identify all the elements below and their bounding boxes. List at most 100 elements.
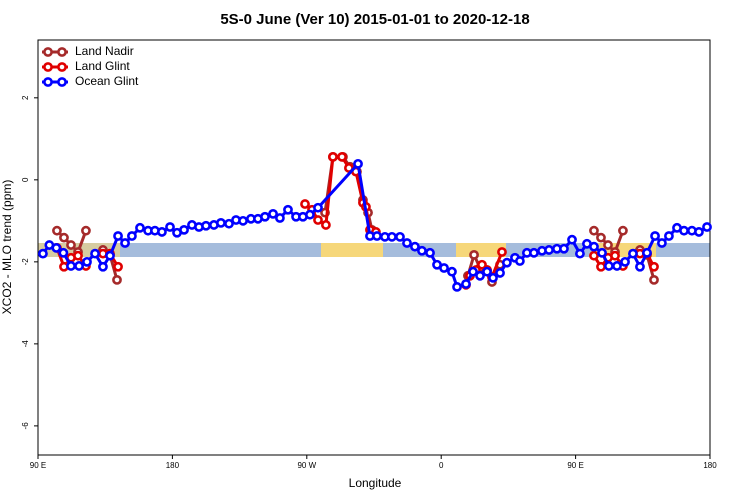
point xyxy=(529,247,539,258)
point xyxy=(514,256,525,266)
point xyxy=(201,220,211,231)
point xyxy=(628,248,638,259)
point xyxy=(618,225,628,236)
chart-title: 5S-0 June (Ver 10) 2015-01-01 to 2020-12… xyxy=(220,11,529,28)
point xyxy=(113,261,123,272)
point xyxy=(74,261,84,271)
point xyxy=(157,227,167,237)
point xyxy=(216,217,226,228)
x-tick-label: 0 xyxy=(439,461,444,470)
point xyxy=(372,231,382,241)
x-tick-label: 180 xyxy=(166,461,180,470)
x-tick-label: 90 E xyxy=(30,461,46,470)
point xyxy=(679,225,689,236)
point xyxy=(461,279,471,289)
point xyxy=(612,261,622,271)
point xyxy=(395,231,405,242)
point xyxy=(610,250,620,261)
point xyxy=(337,151,347,162)
point xyxy=(425,247,435,258)
point xyxy=(305,209,315,220)
x-axis-label: Longitude xyxy=(349,476,402,490)
point xyxy=(66,261,76,271)
point xyxy=(603,240,613,250)
point xyxy=(468,266,478,277)
point xyxy=(321,220,331,230)
legend-marker xyxy=(57,77,67,87)
point xyxy=(300,199,310,209)
point xyxy=(313,202,323,213)
point xyxy=(105,250,115,261)
point xyxy=(589,250,599,261)
point xyxy=(402,238,412,248)
point xyxy=(502,257,512,268)
point xyxy=(313,215,323,225)
legend-marker xyxy=(57,47,67,57)
point xyxy=(482,266,492,277)
point xyxy=(38,248,48,259)
band-land xyxy=(321,243,383,257)
point xyxy=(589,241,599,252)
point xyxy=(410,241,420,252)
point xyxy=(387,231,397,242)
y-tick-label: -2 xyxy=(21,258,30,266)
point xyxy=(179,224,189,235)
point xyxy=(90,248,100,259)
point xyxy=(165,222,175,232)
point xyxy=(649,274,659,285)
point xyxy=(495,268,505,278)
point xyxy=(260,211,270,222)
point xyxy=(417,245,427,256)
point xyxy=(475,270,485,281)
legend-marker xyxy=(43,62,53,72)
legend-label: Ocean Glint xyxy=(75,74,139,88)
point xyxy=(694,227,704,237)
x-tick-label: 90 W xyxy=(297,461,316,470)
point xyxy=(135,222,145,233)
point xyxy=(620,256,630,267)
point xyxy=(575,248,585,259)
point xyxy=(604,261,614,271)
point xyxy=(544,245,554,255)
y-tick-label: 2 xyxy=(21,95,30,100)
point xyxy=(635,261,645,272)
point xyxy=(268,208,278,219)
point xyxy=(82,256,92,267)
point xyxy=(559,243,569,254)
legend-marker xyxy=(57,62,67,72)
point xyxy=(66,240,76,250)
point xyxy=(112,274,122,285)
point xyxy=(642,247,652,258)
point xyxy=(497,247,507,257)
point xyxy=(275,213,285,223)
point xyxy=(447,266,457,277)
legend-label: Land Nadir xyxy=(75,44,134,58)
point xyxy=(51,243,62,253)
point xyxy=(98,261,108,272)
point xyxy=(567,234,577,245)
band-land xyxy=(456,243,506,257)
point xyxy=(52,225,62,236)
plot-frame xyxy=(37,39,711,456)
point xyxy=(81,225,91,236)
y-tick-label: 0 xyxy=(21,177,30,182)
legend-marker xyxy=(43,77,53,87)
point xyxy=(589,225,599,236)
point xyxy=(238,215,248,226)
point xyxy=(73,250,83,261)
point xyxy=(702,222,712,232)
point xyxy=(596,261,606,272)
x-tick-label: 90 E xyxy=(567,461,583,470)
point xyxy=(120,238,130,248)
point xyxy=(127,231,137,241)
point xyxy=(452,281,462,292)
point xyxy=(657,238,667,248)
point xyxy=(650,231,660,241)
point xyxy=(58,247,69,258)
x-tick-label: 180 xyxy=(703,461,717,470)
point xyxy=(488,272,498,283)
point xyxy=(597,247,607,258)
point xyxy=(469,249,479,260)
point xyxy=(224,218,234,229)
